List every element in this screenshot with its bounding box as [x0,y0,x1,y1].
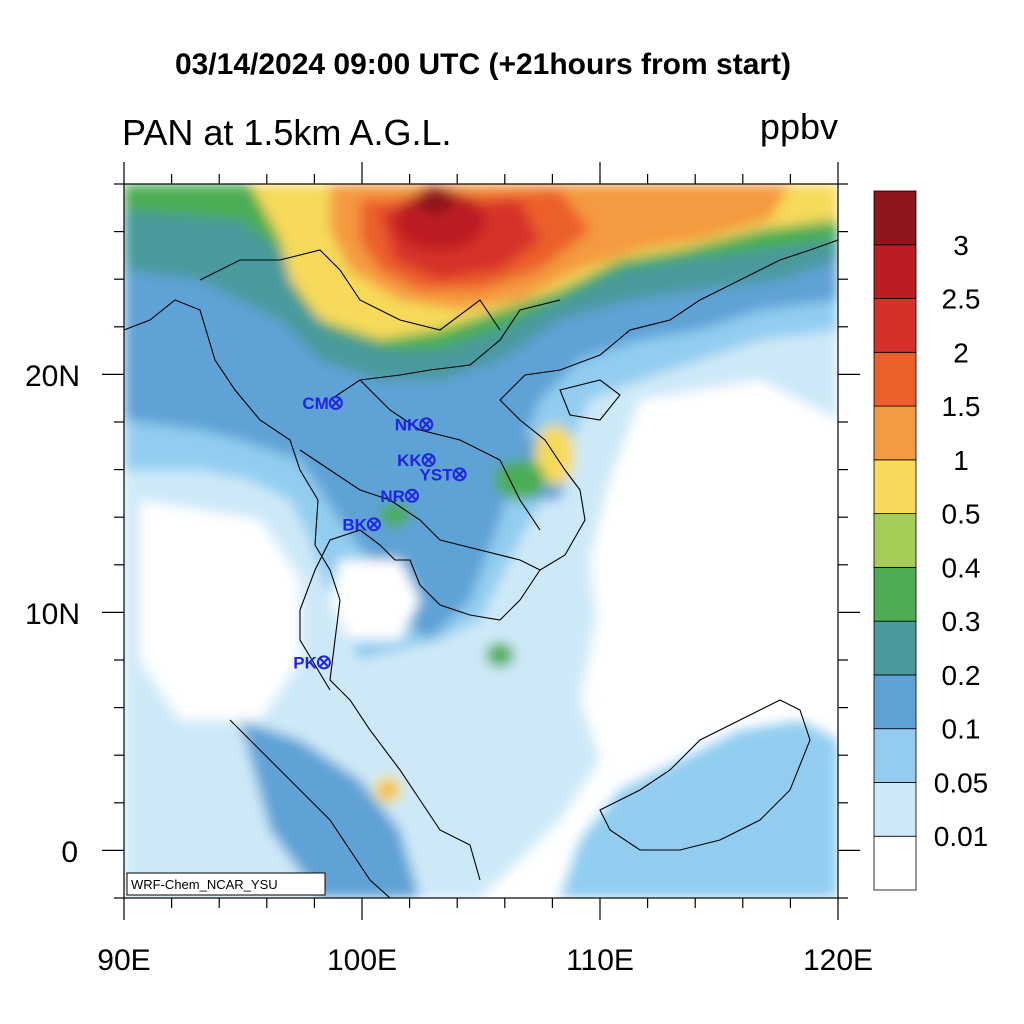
units-label: ppbv [759,106,838,147]
station-marker-icon [316,655,331,670]
lat-axis-labels: 20N 10N 0 [25,360,80,869]
station-cm: CM [302,394,343,413]
lon-label-90E: 90E [97,944,150,977]
station-bk: BK [342,515,381,534]
axis-ticks [102,162,860,920]
colorbar-swatch [873,351,917,407]
station-marker-icon [419,417,434,432]
colorbar-swatch [873,513,917,568]
credit-text: WRF-Chem_NCAR_YSU [131,877,278,892]
station-marker-icon [328,395,343,410]
station-marker-icon [421,453,436,468]
station-cross-icon [421,419,431,430]
station-label: CM [302,394,328,413]
colorbar-label: 0.3 [942,606,981,637]
station-cross-icon [423,455,434,465]
station-cross-icon [369,519,379,530]
station-label: NK [395,415,420,434]
colorbar-swatch [873,190,917,246]
lon-label-120E: 120E [803,944,873,977]
colorbar-swatch [873,728,917,783]
colorbar-label: 0.05 [934,767,989,798]
model-credit: WRF-Chem_NCAR_YSU [126,872,326,896]
colorbar-swatch [873,244,917,299]
station-label: YST [420,465,454,484]
map-title: 03/14/2024 09:00 UTC (+21hours from star… [174,48,792,81]
station-label: KK [397,451,422,470]
colorbar-label: 2 [953,337,969,368]
pan-concentration-field [124,184,838,898]
station-nr: NR [380,487,419,506]
colorbar-label: 0.4 [942,552,981,583]
colorbar-label: 0.5 [942,499,981,530]
lon-label-110E: 110E [566,944,634,977]
colorbar-swatch [873,459,917,515]
station-pk: PK [293,653,331,672]
colorbar-swatch [873,620,917,676]
colorbar-label: 2.5 [942,284,981,315]
lat-label-10N: 10N [25,598,80,631]
station-marker-icon [404,488,419,503]
colorbar-label: 3 [953,230,969,261]
station-label: NR [380,487,405,506]
station-cross-icon [331,398,341,408]
colorbar-label: 1 [953,445,969,476]
station-label: BK [342,515,367,534]
station-cross-icon [407,491,417,501]
lat-label-20N: 20N [25,360,80,393]
station-label: PK [293,653,317,672]
station-marker-icon [452,467,467,482]
station-cross-icon [454,469,465,480]
station-cross-icon [319,657,329,668]
colorbar-swatch [873,782,917,837]
lat-label-0: 0 [61,836,78,869]
colorbar: 0.01 0.05 0.1 0.2 0.3 0.4 0.5 1 1.5 2 2.5 3 [873,190,989,891]
colorbar-label: 0.01 [934,821,989,852]
station-yst: YST [420,465,467,484]
station-kk: KK [397,451,436,470]
colorbar-label: 0.2 [942,660,981,691]
colorbar-swatch [873,405,917,461]
coastline-borders [124,239,838,898]
station-nk: NK [395,415,434,434]
colorbar-label: 0.1 [942,714,981,745]
colorbar-label: 1.5 [942,391,981,422]
colorbar-swatch [873,298,917,353]
map-frame [123,183,839,899]
colorbar-swatch [873,566,917,622]
station-marker-icon [366,517,381,532]
lon-label-100E: 100E [327,944,397,977]
variable-label: PAN at 1.5km A.G.L. [122,112,452,153]
colorbar-swatch [873,835,917,891]
colorbar-swatch [873,674,917,730]
lon-axis-labels: 90E 100E 110E 120E [97,944,873,977]
